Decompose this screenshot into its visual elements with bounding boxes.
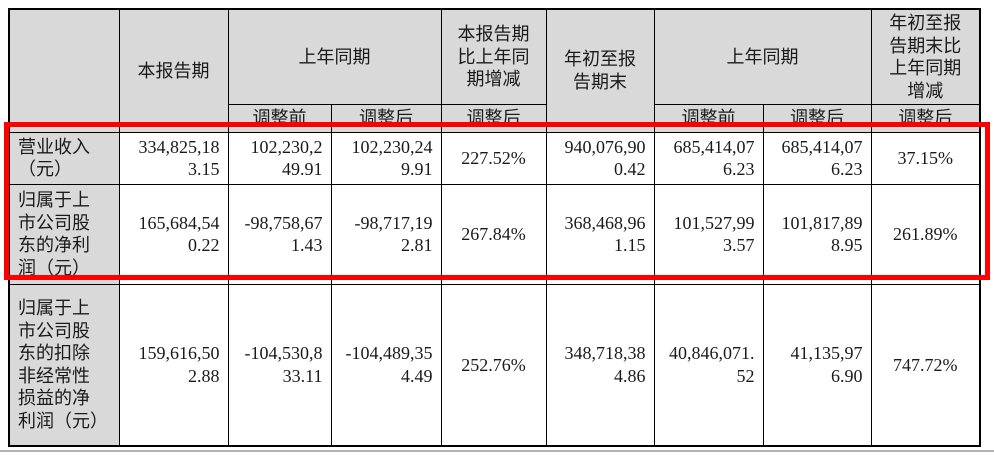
header-prior-period: 上年同期 [227,8,442,105]
header-change-vs-prior: 本报告期比上年同期增减 [440,8,547,105]
header-ytd-change: 年初至报告期末比上年同期增减 [870,8,981,105]
corner-cell [8,8,120,133]
header-current-period: 本报告期 [118,8,229,133]
cell-revenue-prior-after: 102,230,249.91 [330,131,442,185]
subheader-adjusted-after-change: 调整后 [440,104,547,133]
table-row-net-profit: 归属于上市公司股东的净利润（元） 165,684,540.22 -98,758,… [8,183,981,285]
subheader-adjusted-after-ytd-change: 调整后 [870,104,981,133]
header-ytd: 年初至报告期末 [545,8,655,133]
cell-deducted-ytd-prior-after: 41,135,976.90 [762,283,872,447]
cell-revenue-ytd: 940,076,900.42 [545,131,655,185]
row-label-deducted-net-profit: 归属于上市公司股东的扣除非经常性损益的净利润（元） [8,283,120,447]
cell-net-profit-ytd: 368,468,961.15 [545,183,655,285]
row-label-net-profit: 归属于上市公司股东的净利润（元） [8,183,120,285]
cell-revenue-change: 227.52% [440,131,547,185]
cell-net-profit-prior-before: -98,758,671.43 [227,183,332,285]
cell-net-profit-current: 165,684,540.22 [118,183,229,285]
cell-deducted-prior-after: -104,489,354.49 [330,283,442,447]
cell-net-profit-ytd-change: 261.89% [870,183,981,285]
cell-deducted-prior-before: -104,530,833.11 [227,283,332,447]
cell-net-profit-ytd-prior-before: 101,527,993.57 [653,183,764,285]
cell-deducted-ytd-prior-before: 40,846,071.52 [653,283,764,447]
header-row-1: 本报告期 上年同期 本报告期比上年同期增减 年初至报告期末 上年同期 年初至报告… [8,8,981,133]
cell-revenue-ytd-prior-before: 685,414,076.23 [653,131,764,185]
cell-revenue-current: 334,825,183.15 [118,131,229,185]
subheader-adjusted-before-1: 调整前 [227,104,332,133]
header-row-2: 调整前 调整后 调整后 调整前 调整后 调整后 [9,104,981,133]
table-row-revenue: 营业收入（元） 334,825,183.15 102,230,249.91 10… [8,131,981,185]
cell-deducted-change: 252.76% [440,283,547,447]
subheader-adjusted-after-2: 调整后 [762,104,872,133]
cell-net-profit-prior-after: -98,717,192.81 [330,183,442,285]
row-label-revenue: 营业收入（元） [8,131,120,185]
cell-deducted-ytd-change: 747.72% [870,283,981,447]
header-prior-period-ytd: 上年同期 [653,8,872,105]
cell-deducted-ytd: 348,718,384.86 [545,283,655,447]
subheader-adjusted-after-1: 调整后 [330,104,442,133]
cell-revenue-ytd-change: 37.15% [870,131,981,185]
cell-deducted-current: 159,616,502.88 [118,283,229,447]
cell-revenue-ytd-prior-after: 685,414,076.23 [762,131,872,185]
cell-net-profit-change: 267.84% [440,183,547,285]
cell-revenue-prior-before: 102,230,249.91 [227,131,332,185]
cell-net-profit-ytd-prior-after: 101,817,898.95 [762,183,872,285]
page-bottom-rule [0,450,994,452]
financial-summary-table: 本报告期 上年同期 本报告期比上年同期增减 年初至报告期末 上年同期 年初至报告… [8,8,981,447]
subheader-adjusted-before-2: 调整前 [653,104,764,133]
table-row-deducted-net-profit: 归属于上市公司股东的扣除非经常性损益的净利润（元） 159,616,502.88… [8,283,981,447]
